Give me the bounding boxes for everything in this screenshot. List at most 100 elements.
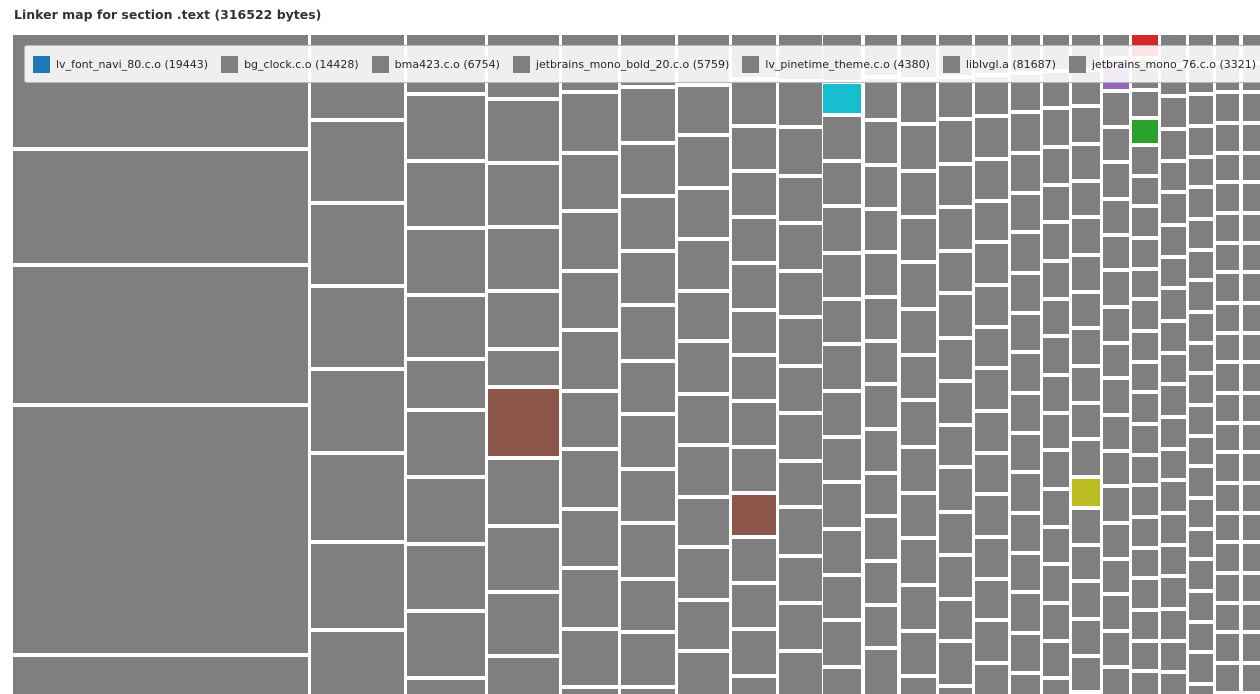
treemap-cell [1043, 187, 1069, 220]
treemap-cell [1216, 274, 1239, 301]
treemap-cell [865, 343, 897, 382]
treemap-cell [823, 484, 861, 527]
treemap-cell [1103, 633, 1129, 665]
legend-item: bma423.c.o (6754) [371, 55, 500, 73]
treemap-cell [1216, 94, 1239, 121]
treemap-cell [975, 370, 1008, 409]
treemap-cell [901, 540, 936, 583]
treemap-cell [488, 293, 559, 347]
treemap-cell [1132, 426, 1158, 453]
treemap-cell [732, 449, 776, 491]
treemap-cell [562, 689, 618, 694]
treemap-cell [621, 416, 675, 467]
treemap-cell [1243, 605, 1260, 630]
treemap-cell [678, 396, 729, 443]
treemap-cell [823, 439, 861, 480]
treemap-cell [1132, 519, 1158, 546]
treemap-cell [678, 549, 729, 598]
treemap-cell [1243, 395, 1260, 421]
treemap-cell [1161, 578, 1186, 607]
treemap-cell [1132, 550, 1158, 576]
treemap-cell [939, 557, 972, 597]
treemap-cell [1161, 227, 1186, 255]
treemap-cell [975, 413, 1008, 451]
treemap-cell [779, 83, 822, 125]
treemap-cell [407, 297, 485, 357]
treemap-cell [901, 633, 936, 674]
treemap-cell [1043, 605, 1069, 639]
treemap-cell [901, 678, 936, 694]
treemap-cell [823, 531, 861, 573]
treemap-cell [939, 79, 972, 117]
treemap-cell [1161, 386, 1186, 415]
treemap-cell [1161, 259, 1186, 286]
treemap-cell [1072, 547, 1100, 579]
treemap-cell [1161, 515, 1186, 543]
legend-item-label: lv_font_navi_80.c.o (19443) [56, 57, 209, 71]
treemap-cell [779, 368, 822, 411]
treemap-cell [939, 601, 972, 639]
treemap-cell [865, 518, 897, 559]
treemap-cell [1189, 438, 1213, 464]
treemap-cell [407, 361, 485, 408]
treemap-cell [975, 329, 1008, 366]
treemap-cell [1043, 491, 1069, 525]
treemap-cell [1072, 108, 1100, 142]
treemap-cell [1011, 474, 1040, 511]
treemap-cell [1161, 451, 1186, 478]
treemap-cell [1072, 219, 1100, 253]
treemap-cell [865, 650, 897, 694]
treemap-cell [1216, 634, 1239, 661]
treemap-cell [1011, 395, 1040, 431]
treemap-cell [678, 241, 729, 289]
treemap-cell [1189, 375, 1213, 403]
treemap-cell [1103, 201, 1129, 233]
treemap-cell [901, 219, 936, 260]
treemap-cell [901, 81, 936, 122]
treemap-cell [311, 455, 404, 540]
treemap-cell [1132, 394, 1158, 422]
treemap-cell [823, 577, 861, 618]
treemap-cell [1011, 195, 1040, 230]
treemap-cell [901, 311, 936, 353]
treemap-cell [1189, 407, 1213, 434]
legend-swatch [33, 55, 50, 73]
treemap-cell [732, 585, 776, 627]
treemap-cell [562, 155, 618, 209]
treemap-cell [975, 161, 1008, 199]
treemap-cell [1132, 92, 1158, 116]
treemap-cell [1103, 164, 1129, 197]
treemap-cell [1216, 485, 1239, 511]
treemap-cell [939, 253, 972, 291]
treemap-cell [407, 546, 485, 609]
treemap-cell [1103, 525, 1129, 557]
treemap-cell [865, 431, 897, 471]
treemap-cell [901, 587, 936, 629]
treemap-cell [562, 94, 618, 151]
treemap-cell [1243, 184, 1260, 211]
treemap-cell [621, 581, 675, 630]
treemap-cell [621, 89, 675, 141]
treemap-cell [1011, 635, 1040, 671]
legend-item: bg_clock.c.o (14428) [221, 55, 359, 73]
legend-item-label: lv_pinetime_theme.c.o (4380) [765, 57, 930, 71]
treemap-cell [1103, 488, 1129, 521]
treemap-cell [975, 496, 1008, 535]
treemap-cell [901, 264, 936, 307]
treemap-cell [407, 479, 485, 542]
treemap-cell [621, 198, 675, 249]
treemap-cell [1189, 593, 1213, 620]
treemap-cell [1103, 129, 1129, 160]
treemap-cell [939, 121, 972, 162]
treemap-cell [865, 563, 897, 603]
treemap-cell [732, 173, 776, 215]
treemap-cell [562, 393, 618, 447]
treemap-cell [407, 680, 485, 694]
treemap-cell [1161, 355, 1186, 382]
treemap-cell [1243, 215, 1260, 241]
treemap-cell [1243, 485, 1260, 511]
treemap-cell [1072, 294, 1100, 326]
legend-swatch [512, 55, 530, 73]
treemap-cell [562, 213, 618, 269]
treemap-cell [1243, 544, 1260, 571]
